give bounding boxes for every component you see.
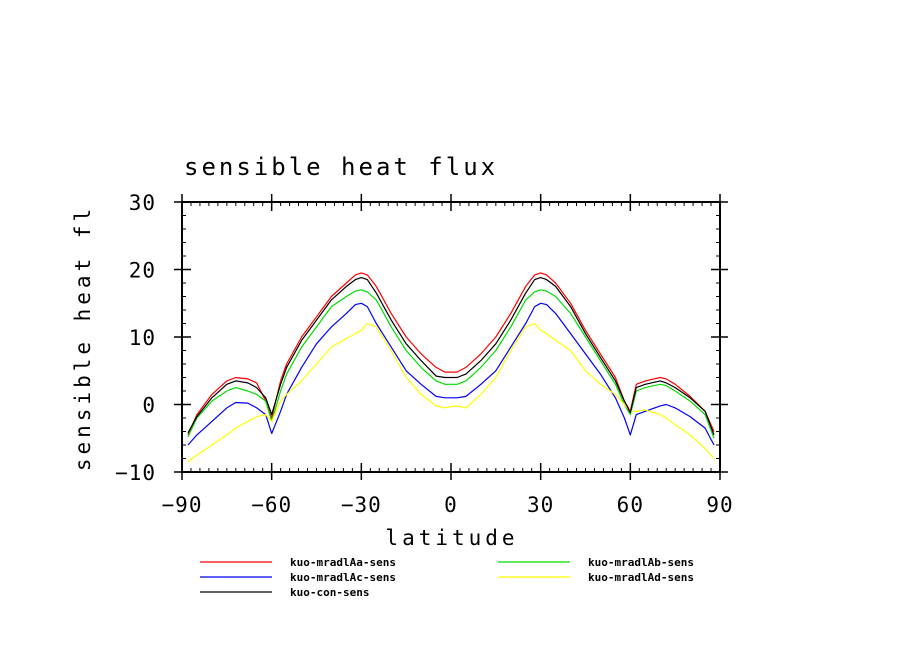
axis-ticks: −90 −60 −30 0 30 60 90 −10 0 10 20 30 (115, 191, 733, 517)
series-line (187, 272, 715, 436)
x-tick-label: 60 (617, 493, 644, 517)
x-tick-label: −60 (251, 493, 292, 517)
legend: kuo-mradlAa-sens kuo-mradlAc-sens kuo-mrad… (200, 556, 694, 599)
plot-frame (181, 201, 721, 473)
legend-label: kuo-mradlAd-sens (588, 571, 694, 584)
x-tick-label: 90 (706, 493, 733, 517)
series-line (187, 302, 715, 446)
legend-label: kuo-con-sens (290, 586, 369, 599)
x-tick-label: 0 (444, 493, 458, 517)
x-tick-label: −90 (162, 493, 203, 517)
legend-label: kuo-mradlAa-sens (290, 556, 396, 569)
series-line (187, 277, 715, 436)
chart-title: sensible heat flux (184, 153, 498, 181)
y-tick-label: 10 (129, 326, 156, 350)
series-lines (187, 272, 715, 463)
y-tick-label: −10 (115, 461, 156, 485)
x-axis-label: latitude (385, 526, 518, 550)
y-tick-label: 0 (142, 394, 156, 418)
y-tick-label: 20 (129, 259, 156, 283)
y-axis-label: sensible heat fl (71, 205, 95, 471)
legend-label: kuo-mradlAb-sens (588, 556, 694, 569)
y-tick-label: 30 (129, 191, 156, 215)
x-tick-label: 30 (527, 493, 554, 517)
x-tick-label: −30 (341, 493, 382, 517)
legend-label: kuo-mradlAc-sens (290, 571, 396, 584)
